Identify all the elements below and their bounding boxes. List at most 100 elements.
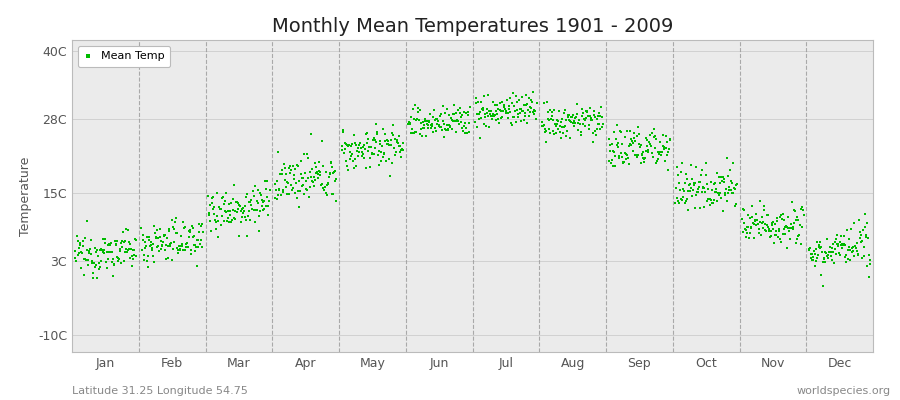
Mean Temp (394, 147, 409, 153)
Mean Temp (519, 92, 534, 98)
Mean Temp (839, 252, 853, 258)
Mean Temp (335, 143, 349, 149)
Mean Temp (280, 178, 294, 185)
Mean Temp (623, 141, 637, 148)
Mean Temp (540, 109, 554, 116)
Mean Temp (620, 152, 634, 158)
Mean Temp (637, 159, 652, 166)
Mean Temp (860, 219, 875, 226)
Mean Temp (847, 252, 861, 259)
Mean Temp (154, 246, 168, 252)
Mean Temp (620, 128, 634, 134)
Mean Temp (124, 263, 139, 269)
Mean Temp (782, 228, 796, 234)
Mean Temp (416, 119, 430, 126)
Mean Temp (444, 124, 458, 130)
Mean Temp (274, 167, 289, 173)
Mean Temp (290, 195, 304, 201)
Mean Temp (749, 211, 763, 218)
Mean Temp (369, 121, 383, 127)
Mean Temp (492, 107, 507, 113)
Mean Temp (814, 272, 828, 279)
Mean Temp (188, 242, 202, 248)
Mean Temp (740, 224, 754, 230)
Mean Temp (576, 110, 590, 116)
Mean Temp (677, 188, 691, 194)
Mean Temp (812, 244, 826, 250)
Mean Temp (535, 123, 549, 129)
Mean Temp (634, 152, 649, 158)
Mean Temp (241, 199, 256, 205)
Mean Temp (554, 134, 569, 141)
Mean Temp (249, 206, 264, 213)
Mean Temp (642, 139, 656, 146)
Mean Temp (253, 208, 267, 214)
Mean Temp (274, 192, 288, 198)
Mean Temp (509, 107, 524, 113)
Mean Temp (101, 256, 115, 262)
Mean Temp (792, 232, 806, 238)
Mean Temp (809, 245, 824, 252)
Mean Temp (846, 248, 860, 255)
Mean Temp (137, 257, 151, 264)
Mean Temp (716, 176, 731, 183)
Mean Temp (759, 228, 773, 234)
Mean Temp (489, 108, 503, 114)
Mean Temp (428, 117, 442, 124)
Mean Temp (163, 241, 177, 247)
Mean Temp (514, 118, 528, 124)
Mean Temp (723, 167, 737, 173)
Mean Temp (578, 123, 592, 129)
Mean Temp (680, 176, 694, 182)
Mean Temp (469, 100, 483, 106)
Mean Temp (857, 244, 871, 250)
Mean Temp (75, 249, 89, 256)
Mean Temp (339, 158, 354, 164)
Mean Temp (375, 126, 390, 132)
Mean Temp (826, 241, 841, 247)
Mean Temp (310, 170, 325, 177)
Mean Temp (828, 236, 842, 242)
Mean Temp (766, 218, 780, 225)
Mean Temp (508, 119, 523, 125)
Mean Temp (816, 258, 831, 265)
Mean Temp (725, 190, 740, 196)
Mean Temp (515, 94, 529, 100)
Mean Temp (713, 190, 727, 196)
Mean Temp (359, 130, 374, 136)
Mean Temp (528, 108, 543, 114)
Mean Temp (224, 200, 238, 206)
Mean Temp (806, 248, 821, 254)
Mean Temp (251, 187, 266, 194)
Mean Temp (121, 247, 135, 253)
Mean Temp (702, 195, 716, 202)
Mean Temp (632, 130, 646, 137)
Mean Temp (186, 242, 201, 248)
Mean Temp (94, 246, 109, 253)
Mean Temp (657, 144, 671, 150)
Mean Temp (654, 148, 669, 155)
Mean Temp (585, 117, 599, 124)
Mean Temp (341, 143, 356, 149)
Mean Temp (168, 230, 183, 237)
Mean Temp (488, 112, 502, 118)
Mean Temp (781, 224, 796, 231)
Mean Temp (508, 103, 522, 109)
Mean Temp (134, 225, 148, 232)
Mean Temp (383, 136, 398, 143)
Mean Temp (480, 106, 494, 112)
Mean Temp (755, 219, 770, 226)
Mean Temp (176, 219, 191, 226)
Mean Temp (386, 122, 400, 128)
Mean Temp (336, 128, 350, 135)
Mean Temp (195, 229, 210, 235)
Mean Temp (238, 193, 253, 200)
Mean Temp (153, 234, 167, 241)
Mean Temp (715, 178, 729, 184)
Mean Temp (387, 152, 401, 158)
Mean Temp (812, 242, 826, 248)
Mean Temp (171, 250, 185, 256)
Mean Temp (262, 198, 276, 204)
Mean Temp (687, 182, 701, 188)
Mean Temp (433, 112, 447, 119)
